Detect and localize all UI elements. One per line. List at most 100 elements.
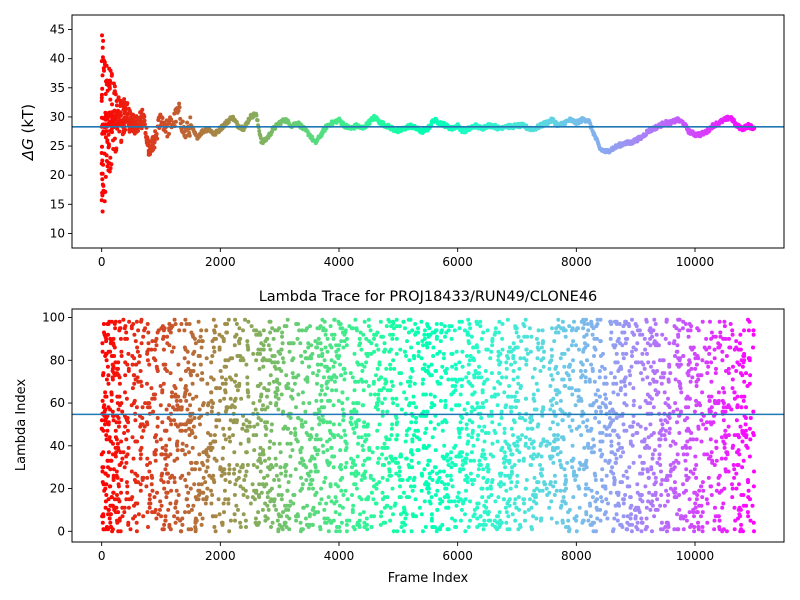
lambda-point: [478, 319, 483, 324]
lambda-point: [507, 443, 511, 448]
lambda-point: [331, 364, 336, 369]
lambda-point: [262, 386, 267, 391]
lambda-point: [243, 317, 247, 322]
lambda-point: [672, 480, 677, 485]
lambda-point: [258, 351, 263, 356]
lambda-point: [309, 356, 314, 361]
lambda-point: [295, 512, 300, 517]
lambda-point: [265, 420, 270, 425]
lambda-point: [261, 347, 266, 352]
lambda-point: [558, 398, 563, 403]
lambda-point: [117, 420, 122, 425]
delta-g-point: [117, 129, 122, 134]
lambda-point: [334, 529, 339, 534]
lambda-point: [687, 396, 692, 401]
lambda-point: [512, 420, 517, 425]
lambda-point: [136, 328, 141, 333]
lambda-point: [379, 510, 384, 515]
lambda-point: [475, 401, 480, 406]
lambda-point: [527, 437, 532, 442]
lambda-point: [329, 499, 334, 504]
lambda-point: [608, 336, 613, 341]
lambda-point: [376, 460, 380, 465]
delta-g-point: [100, 209, 105, 214]
lambda-point: [397, 469, 402, 474]
lambda-point: [628, 495, 633, 500]
lambda-point: [476, 467, 481, 472]
lambda-point: [627, 484, 632, 489]
lambda-point: [521, 456, 526, 461]
lambda-point: [419, 488, 424, 493]
lambda-point: [467, 418, 472, 423]
lambda-point: [611, 381, 616, 386]
lambda-point: [593, 416, 598, 420]
lambda-point: [102, 403, 107, 408]
lambda-point: [139, 341, 144, 346]
lambda-point: [198, 422, 202, 427]
lambda-point: [528, 349, 533, 354]
lambda-point: [427, 475, 432, 480]
delta-g-point: [254, 113, 259, 118]
lambda-point: [438, 381, 443, 386]
lambda-point: [422, 336, 427, 341]
lambda-point: [426, 490, 431, 495]
lambda-point: [221, 445, 226, 450]
lambda-point: [115, 493, 119, 497]
lambda-point: [264, 482, 269, 487]
lambda-point: [388, 388, 393, 393]
lambda-point: [159, 503, 164, 508]
lambda-point: [564, 478, 568, 482]
lambda-point: [569, 386, 574, 391]
lambda-point: [329, 445, 334, 450]
lambda-point: [645, 351, 649, 356]
lambda-point: [609, 443, 614, 448]
lambda-point: [242, 478, 247, 482]
lambda-point: [343, 465, 348, 470]
lambda-point: [521, 322, 526, 326]
lambda-point: [650, 503, 655, 508]
lambda-point: [492, 518, 497, 523]
y-tick-label: 15: [50, 197, 65, 211]
lambda-point: [429, 373, 434, 378]
lambda-point: [667, 431, 672, 435]
lambda-point: [630, 317, 634, 322]
lambda-point: [268, 373, 273, 378]
lambda-point: [438, 398, 443, 403]
lambda-point: [608, 319, 613, 324]
lambda-point: [571, 369, 576, 373]
lambda-point: [584, 465, 589, 470]
lambda-point: [432, 426, 437, 431]
delta-g-point: [118, 113, 123, 118]
lambda-point: [269, 422, 274, 427]
lambda-point: [441, 356, 446, 361]
lambda-point: [500, 336, 505, 341]
lambda-point: [100, 398, 105, 403]
lambda-point: [540, 488, 545, 493]
delta-g-point: [133, 123, 138, 127]
lambda-point: [433, 465, 438, 470]
lambda-point: [110, 527, 115, 532]
lambda-point: [688, 379, 693, 384]
lambda-point: [111, 418, 116, 423]
lambda-point: [566, 347, 571, 352]
lambda-point: [547, 505, 552, 510]
lambda-point: [435, 527, 440, 532]
lambda-point: [574, 343, 578, 348]
lambda-point: [310, 351, 315, 356]
lambda-point: [292, 381, 297, 386]
lambda-point: [614, 512, 619, 517]
lambda-point: [675, 343, 680, 348]
lambda-point: [133, 514, 137, 519]
lambda-point: [389, 433, 394, 438]
lambda-point: [569, 328, 574, 333]
delta-g-axes-frame: [71, 14, 785, 249]
lambda-point: [151, 409, 156, 414]
lambda-point: [456, 490, 461, 495]
lambda-point: [332, 332, 337, 337]
lambda-point: [499, 471, 504, 476]
lambda-point: [361, 510, 366, 515]
delta-g-point: [103, 135, 108, 140]
lambda-point: [315, 437, 320, 442]
lambda-point: [307, 522, 312, 527]
lambda-point: [384, 456, 389, 461]
